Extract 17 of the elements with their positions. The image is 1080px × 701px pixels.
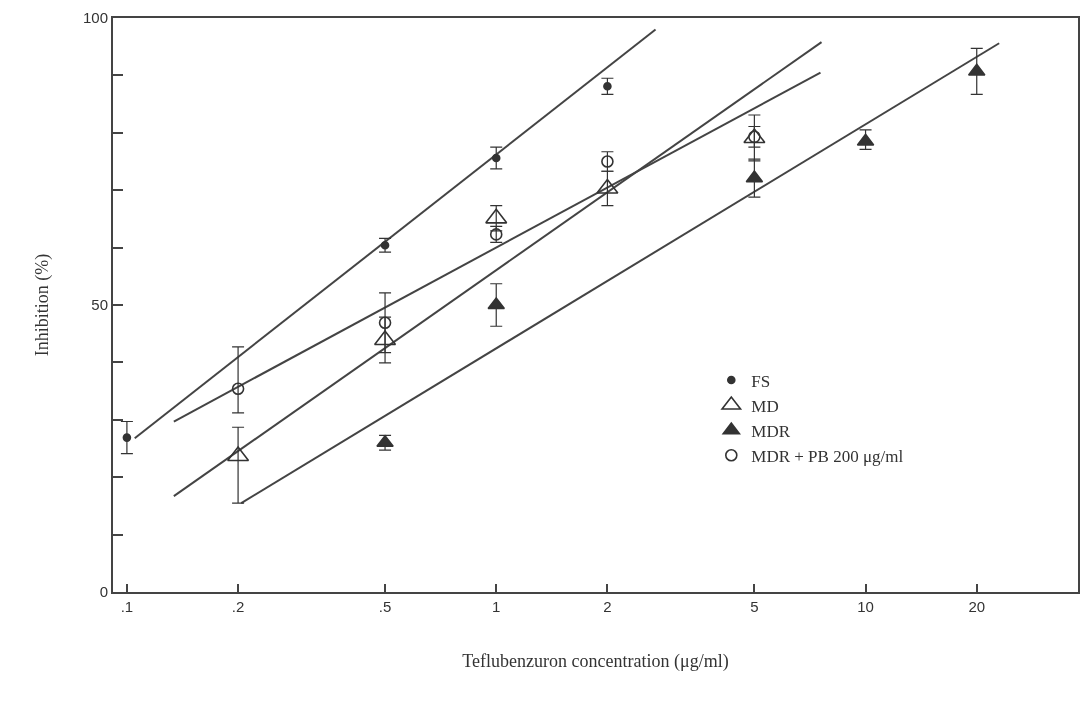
y-tick-label: 50 [91, 296, 108, 314]
x-tick-label: 5 [750, 598, 759, 615]
x-tick-label: .2 [231, 598, 245, 615]
x-tick-label: 10 [857, 598, 874, 615]
legend-label: MD [751, 396, 779, 416]
y-tick-label: 0 [99, 583, 108, 601]
legend-label: MDR + PB 200 μg/ml [751, 446, 904, 466]
x-tick-label: .5 [378, 598, 392, 615]
x-tick-label: 2 [603, 598, 612, 615]
x-tick-label: 1 [492, 598, 501, 615]
legend-label: FS [751, 371, 771, 391]
y-axis-title: Inhibition (%) [31, 253, 53, 357]
x-tick-label: 20 [968, 598, 986, 615]
y-tick-label: 100 [82, 9, 108, 27]
x-tick-label: .1 [120, 598, 134, 615]
x-axis-title: Teflubenzuron concentration (μg/ml) [462, 650, 729, 672]
legend-label: MDR [751, 421, 791, 441]
